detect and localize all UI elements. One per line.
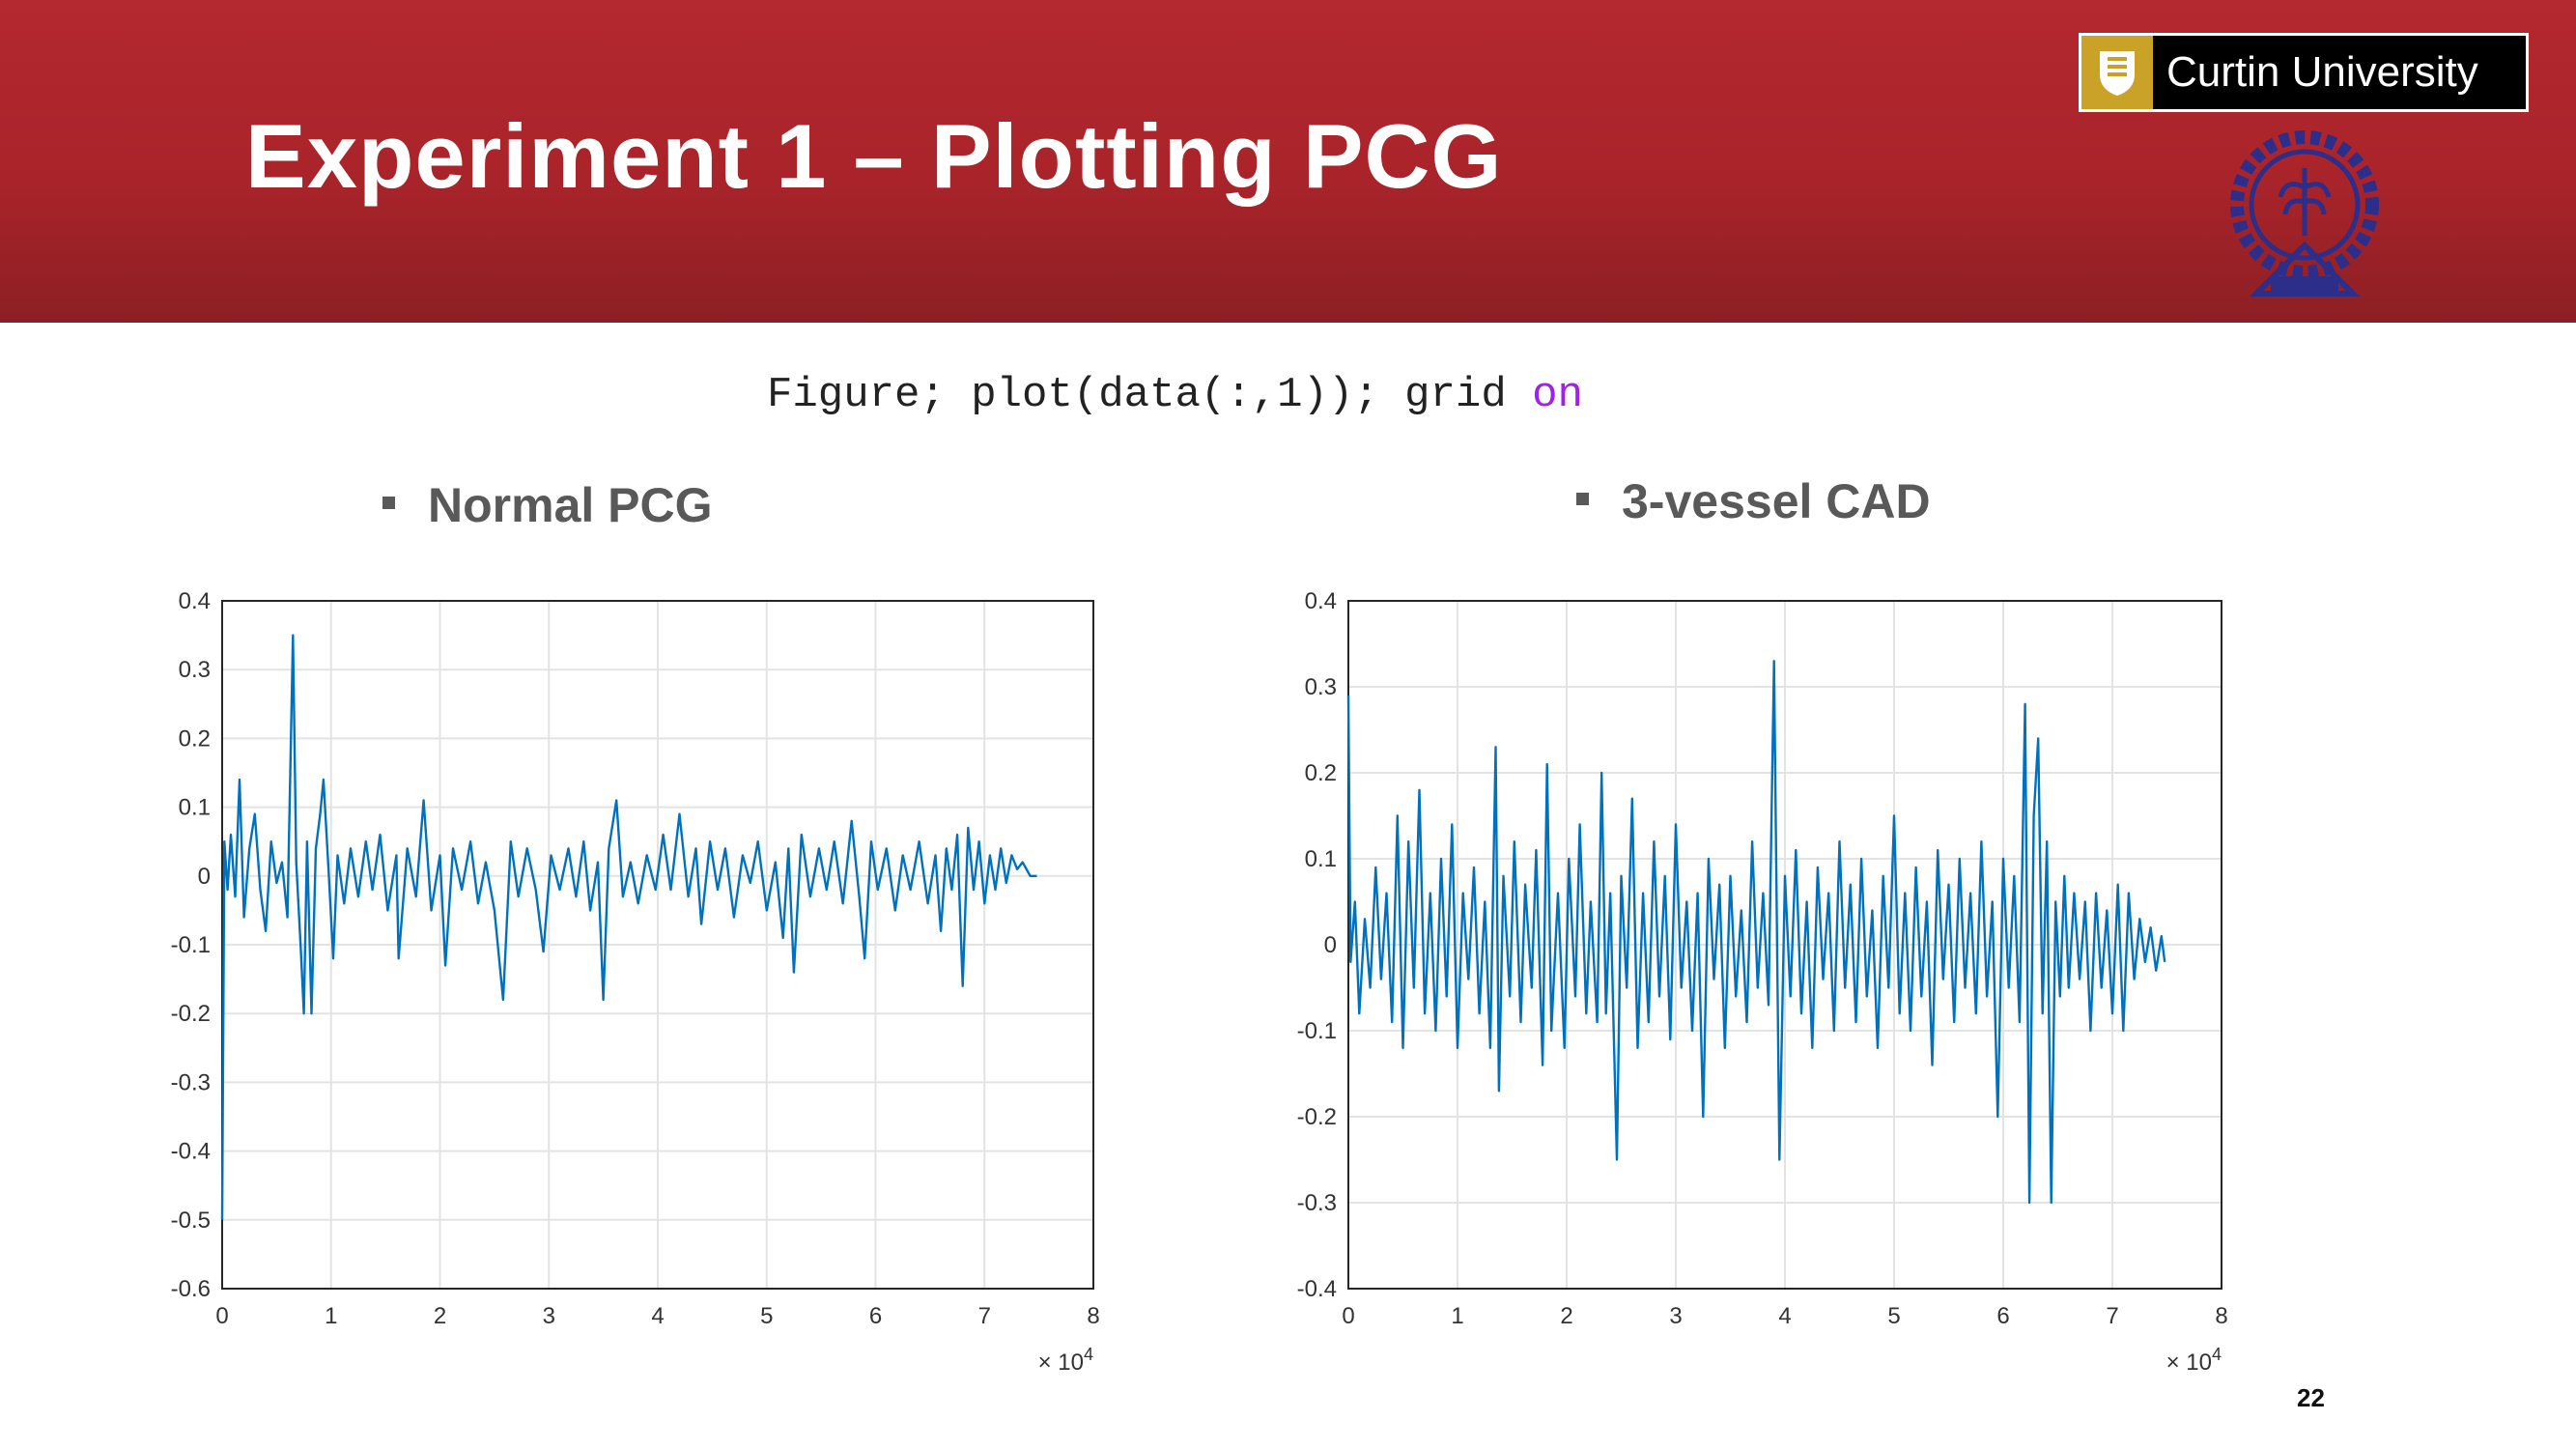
chart-1-y-tick-label: 0.4 <box>179 588 211 614</box>
chart-2-x-tick-label: 6 <box>1996 1303 2009 1329</box>
chart-1-x-tick-label: 6 <box>869 1303 882 1329</box>
page-number: 22 <box>2297 1383 2325 1412</box>
chart-1-y-tick-label: 0.2 <box>179 725 211 752</box>
chart-1-x-tick-label: 3 <box>543 1303 555 1329</box>
chart-1-y-tick-label: -0.4 <box>171 1139 211 1165</box>
slide-title: Experiment 1 – Plotting PCG <box>245 105 1503 207</box>
chart-1-x-tick-label: 0 <box>215 1303 228 1329</box>
chart-1-y-tick-label: -0.5 <box>171 1208 211 1234</box>
chart-1-axes-box <box>221 600 1094 1290</box>
chart-1-x-tick-label: 8 <box>1087 1303 1099 1329</box>
chart-2-x-tick-label: 4 <box>1778 1303 1791 1329</box>
code-snippet: Figure; plot(data(:,1)); grid on <box>767 371 1583 419</box>
chart-2-axes-box <box>1347 600 2222 1290</box>
chart-1-y-tick-label: 0 <box>198 864 211 890</box>
chart-2-x-tick-label: 3 <box>1669 1303 1682 1329</box>
chart-1-x-tick-label: 4 <box>651 1303 664 1329</box>
chart-2-x-tick-label: 1 <box>1451 1303 1463 1329</box>
institute-seal-icon <box>2230 130 2379 297</box>
bullet-normal-pcg-label: Normal PCG <box>428 478 713 532</box>
bullet-3-vessel-cad: 3-vessel CAD <box>1576 473 1931 529</box>
chart-1-x-exponent-label: × 104 <box>1038 1345 1093 1376</box>
chart-2-y-tick-label: 0.2 <box>1305 760 1337 786</box>
chart-1-y-tick-label: 0.1 <box>179 795 211 821</box>
chart-1-y-tick-label: -0.6 <box>171 1276 211 1302</box>
bullet-square-icon <box>1576 493 1589 506</box>
code-text: Figure; plot(data(:,1)); grid <box>767 371 1533 419</box>
bullet-3-vessel-cad-label: 3-vessel CAD <box>1622 474 1931 528</box>
chart-2-x-tick-label: 5 <box>1887 1303 1900 1329</box>
bullet-square-icon <box>382 497 395 510</box>
chart-2-y-tick-label: -0.4 <box>1297 1276 1337 1302</box>
curtin-logo: Curtin University <box>2079 33 2529 112</box>
curtin-shield-icon <box>2081 36 2153 109</box>
chart-1-y-tick-label: -0.1 <box>171 932 211 958</box>
chart-2-series-line <box>1346 660 2166 1205</box>
chart-1-x-tick-label: 5 <box>760 1303 773 1329</box>
chart-1-y-tick-label: -0.2 <box>171 1001 211 1027</box>
chart-1-x-tick-label: 1 <box>325 1303 337 1329</box>
chart-2-y-tick-label: 0 <box>1324 932 1337 958</box>
chart-1-y-tick-label: -0.3 <box>171 1069 211 1095</box>
chart-2-y-tick-label: -0.2 <box>1297 1104 1337 1130</box>
chart-2-x-tick-label: 7 <box>2106 1303 2118 1329</box>
chart-2-y-tick-label: -0.3 <box>1297 1190 1337 1216</box>
chart-1-x-tick-label: 2 <box>434 1303 446 1329</box>
curtin-logo-text: Curtin University <box>2166 48 2478 96</box>
chart-2-x-exponent-label: × 104 <box>2166 1345 2222 1376</box>
chart-2-y-tick-label: -0.1 <box>1297 1018 1337 1044</box>
chart-1-x-tick-label: 7 <box>978 1303 991 1329</box>
chart-1-y-tick-label: 0.3 <box>179 657 211 683</box>
chart-2-y-tick-label: 0.1 <box>1305 846 1337 872</box>
chart-2-x-tick-label: 0 <box>1342 1303 1354 1329</box>
chart-2-y-tick-label: 0.4 <box>1305 588 1337 614</box>
chart-2-x-tick-label: 8 <box>2215 1303 2227 1329</box>
chart-2-y-tick-label: 0.3 <box>1305 674 1337 700</box>
chart-2-x-tick-label: 2 <box>1560 1303 1572 1329</box>
bullet-normal-pcg: Normal PCG <box>382 477 713 533</box>
chart-1-series-line <box>220 634 1037 1220</box>
code-keyword: on <box>1532 371 1583 419</box>
